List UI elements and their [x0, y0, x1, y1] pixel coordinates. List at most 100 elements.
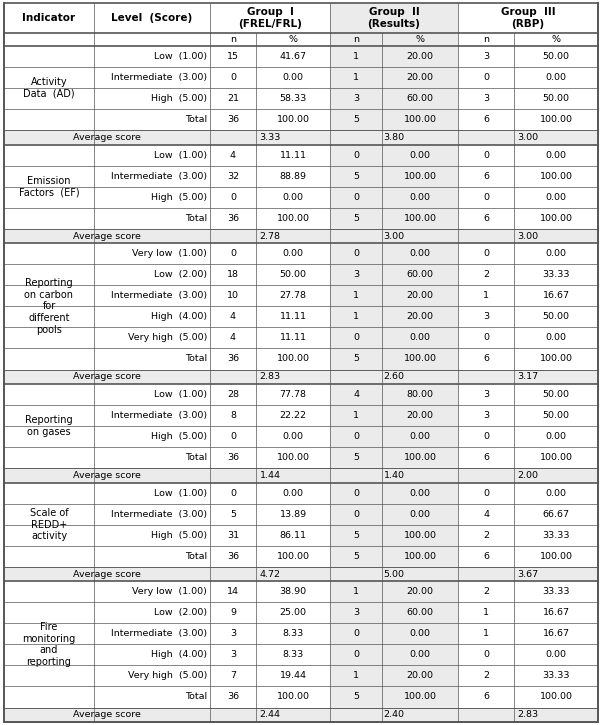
- Text: 36: 36: [227, 355, 239, 363]
- Bar: [94, 208, 598, 229]
- Text: 0.00: 0.00: [545, 334, 566, 342]
- Text: 0.00: 0.00: [282, 73, 303, 82]
- Text: 3.80: 3.80: [383, 133, 405, 142]
- Text: Average score: Average score: [73, 471, 141, 480]
- Text: 11.11: 11.11: [279, 334, 306, 342]
- Bar: [330, 525, 458, 546]
- Text: 0.00: 0.00: [545, 432, 566, 441]
- Bar: [330, 405, 458, 426]
- Text: 3: 3: [353, 94, 359, 103]
- Text: 4: 4: [230, 151, 236, 160]
- Bar: [4, 33, 598, 46]
- Text: 0: 0: [483, 334, 489, 342]
- Text: 0: 0: [230, 193, 236, 202]
- Text: 22.22: 22.22: [279, 411, 306, 420]
- Text: 2.83: 2.83: [259, 372, 281, 381]
- Text: 0: 0: [353, 489, 359, 497]
- Text: 3: 3: [230, 650, 236, 660]
- Text: 1: 1: [483, 629, 489, 639]
- Bar: [330, 244, 458, 265]
- Text: 0: 0: [483, 151, 489, 160]
- Bar: [94, 265, 598, 286]
- Text: 0.00: 0.00: [545, 151, 566, 160]
- Bar: [330, 645, 458, 666]
- Text: 8: 8: [230, 411, 236, 420]
- Text: 2.78: 2.78: [259, 231, 281, 241]
- Text: 0.00: 0.00: [545, 73, 566, 82]
- Text: 9: 9: [230, 608, 236, 618]
- Bar: [94, 426, 598, 447]
- Text: 36: 36: [227, 552, 239, 560]
- Bar: [330, 208, 458, 229]
- Text: 66.67: 66.67: [542, 510, 569, 518]
- Text: 100.00: 100.00: [403, 692, 436, 702]
- Text: 10: 10: [227, 291, 239, 300]
- Text: 21: 21: [227, 94, 239, 103]
- Text: Low  (2.00): Low (2.00): [154, 608, 207, 618]
- Text: 20.00: 20.00: [406, 291, 433, 300]
- Text: 0.00: 0.00: [282, 249, 303, 258]
- Bar: [330, 504, 458, 525]
- Text: 16.67: 16.67: [542, 629, 569, 639]
- Text: 0: 0: [353, 432, 359, 441]
- Text: Group  I
(FREL/FRL): Group I (FREL/FRL): [238, 7, 302, 29]
- Text: 0: 0: [353, 629, 359, 639]
- Text: %: %: [551, 35, 560, 44]
- Text: 33.33: 33.33: [542, 531, 569, 539]
- Text: Very low  (1.00): Very low (1.00): [132, 587, 207, 596]
- Text: Low  (2.00): Low (2.00): [154, 270, 207, 279]
- Text: 0: 0: [483, 73, 489, 82]
- Bar: [94, 447, 598, 468]
- Text: 100.00: 100.00: [403, 531, 436, 539]
- Text: 0: 0: [353, 334, 359, 342]
- Text: 3: 3: [230, 629, 236, 639]
- Text: 88.89: 88.89: [279, 172, 306, 181]
- Bar: [330, 602, 458, 624]
- Text: 100.00: 100.00: [539, 172, 573, 181]
- Text: 8.33: 8.33: [282, 650, 303, 660]
- Bar: [330, 307, 458, 328]
- Text: 100.00: 100.00: [403, 453, 436, 462]
- Text: High  (5.00): High (5.00): [151, 432, 207, 441]
- Bar: [4, 708, 598, 722]
- Text: 7: 7: [230, 671, 236, 681]
- Text: 4.72: 4.72: [259, 570, 281, 579]
- Bar: [4, 581, 94, 708]
- Text: 2.83: 2.83: [518, 710, 539, 719]
- Text: 11.11: 11.11: [279, 312, 306, 321]
- Bar: [94, 166, 598, 187]
- Bar: [94, 145, 598, 166]
- Text: 0: 0: [230, 432, 236, 441]
- Text: 60.00: 60.00: [406, 270, 433, 279]
- Text: Low  (1.00): Low (1.00): [154, 151, 207, 160]
- Bar: [330, 624, 458, 645]
- Bar: [94, 546, 598, 567]
- Bar: [4, 370, 598, 384]
- Bar: [94, 307, 598, 328]
- Text: 0: 0: [483, 489, 489, 497]
- Bar: [94, 286, 598, 307]
- Text: Total: Total: [185, 355, 207, 363]
- Bar: [330, 265, 458, 286]
- Text: 1: 1: [353, 671, 359, 681]
- Bar: [330, 109, 458, 130]
- Text: 100.00: 100.00: [539, 692, 573, 702]
- Text: 5: 5: [353, 552, 359, 560]
- Bar: [4, 384, 94, 468]
- Bar: [330, 67, 458, 88]
- Bar: [94, 602, 598, 624]
- Text: 2.00: 2.00: [518, 471, 539, 480]
- Text: Low  (1.00): Low (1.00): [154, 489, 207, 497]
- Text: 8.33: 8.33: [282, 629, 303, 639]
- Text: 4: 4: [353, 390, 359, 399]
- Bar: [330, 349, 458, 370]
- Text: 3: 3: [483, 52, 489, 61]
- Bar: [4, 3, 598, 33]
- Text: 32: 32: [227, 172, 239, 181]
- Text: 0.00: 0.00: [409, 650, 430, 660]
- Text: 58.33: 58.33: [279, 94, 306, 103]
- Text: 3.00: 3.00: [518, 133, 539, 142]
- Text: 100.00: 100.00: [403, 552, 436, 560]
- Text: 100.00: 100.00: [276, 692, 309, 702]
- Text: Total: Total: [185, 692, 207, 702]
